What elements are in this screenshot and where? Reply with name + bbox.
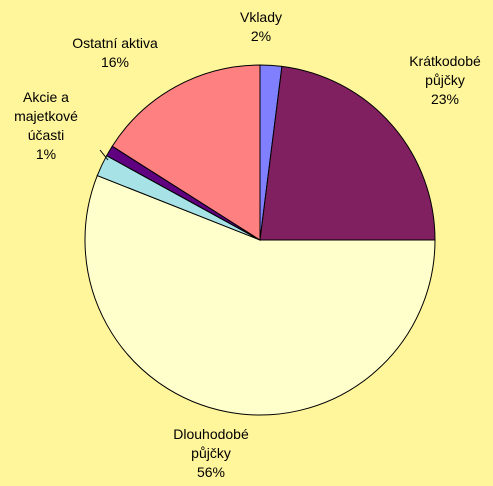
slice-label: Vklady 2%	[216, 8, 306, 46]
slice-label: Ostatní aktiva 16%	[45, 34, 185, 72]
leader-line	[99, 149, 109, 161]
category-label: Ostatní aktiva	[72, 35, 158, 51]
category-label: Krátkodobé půjčky	[409, 53, 481, 88]
category-label: Dlouhodobé půjčky	[173, 426, 249, 461]
pie-slice	[84, 174, 436, 416]
value-label: 1%	[35, 146, 57, 162]
value-label: 23%	[430, 91, 460, 107]
pie-slice	[259, 65, 436, 241]
slice-label: Krátkodobé půjčky 23%	[395, 52, 493, 109]
category-label: Akcie a majetkové účasti	[14, 89, 78, 143]
category-label: Vklady	[239, 9, 283, 25]
slice-label: Dlouhodobé půjčky 56%	[156, 425, 266, 482]
pie-slice	[111, 64, 261, 241]
value-label: 16%	[100, 54, 130, 70]
value-label: 56%	[196, 464, 226, 480]
value-label: 2%	[250, 28, 272, 44]
slice-label: Akcie a majetkové účasti 1%	[1, 88, 91, 164]
